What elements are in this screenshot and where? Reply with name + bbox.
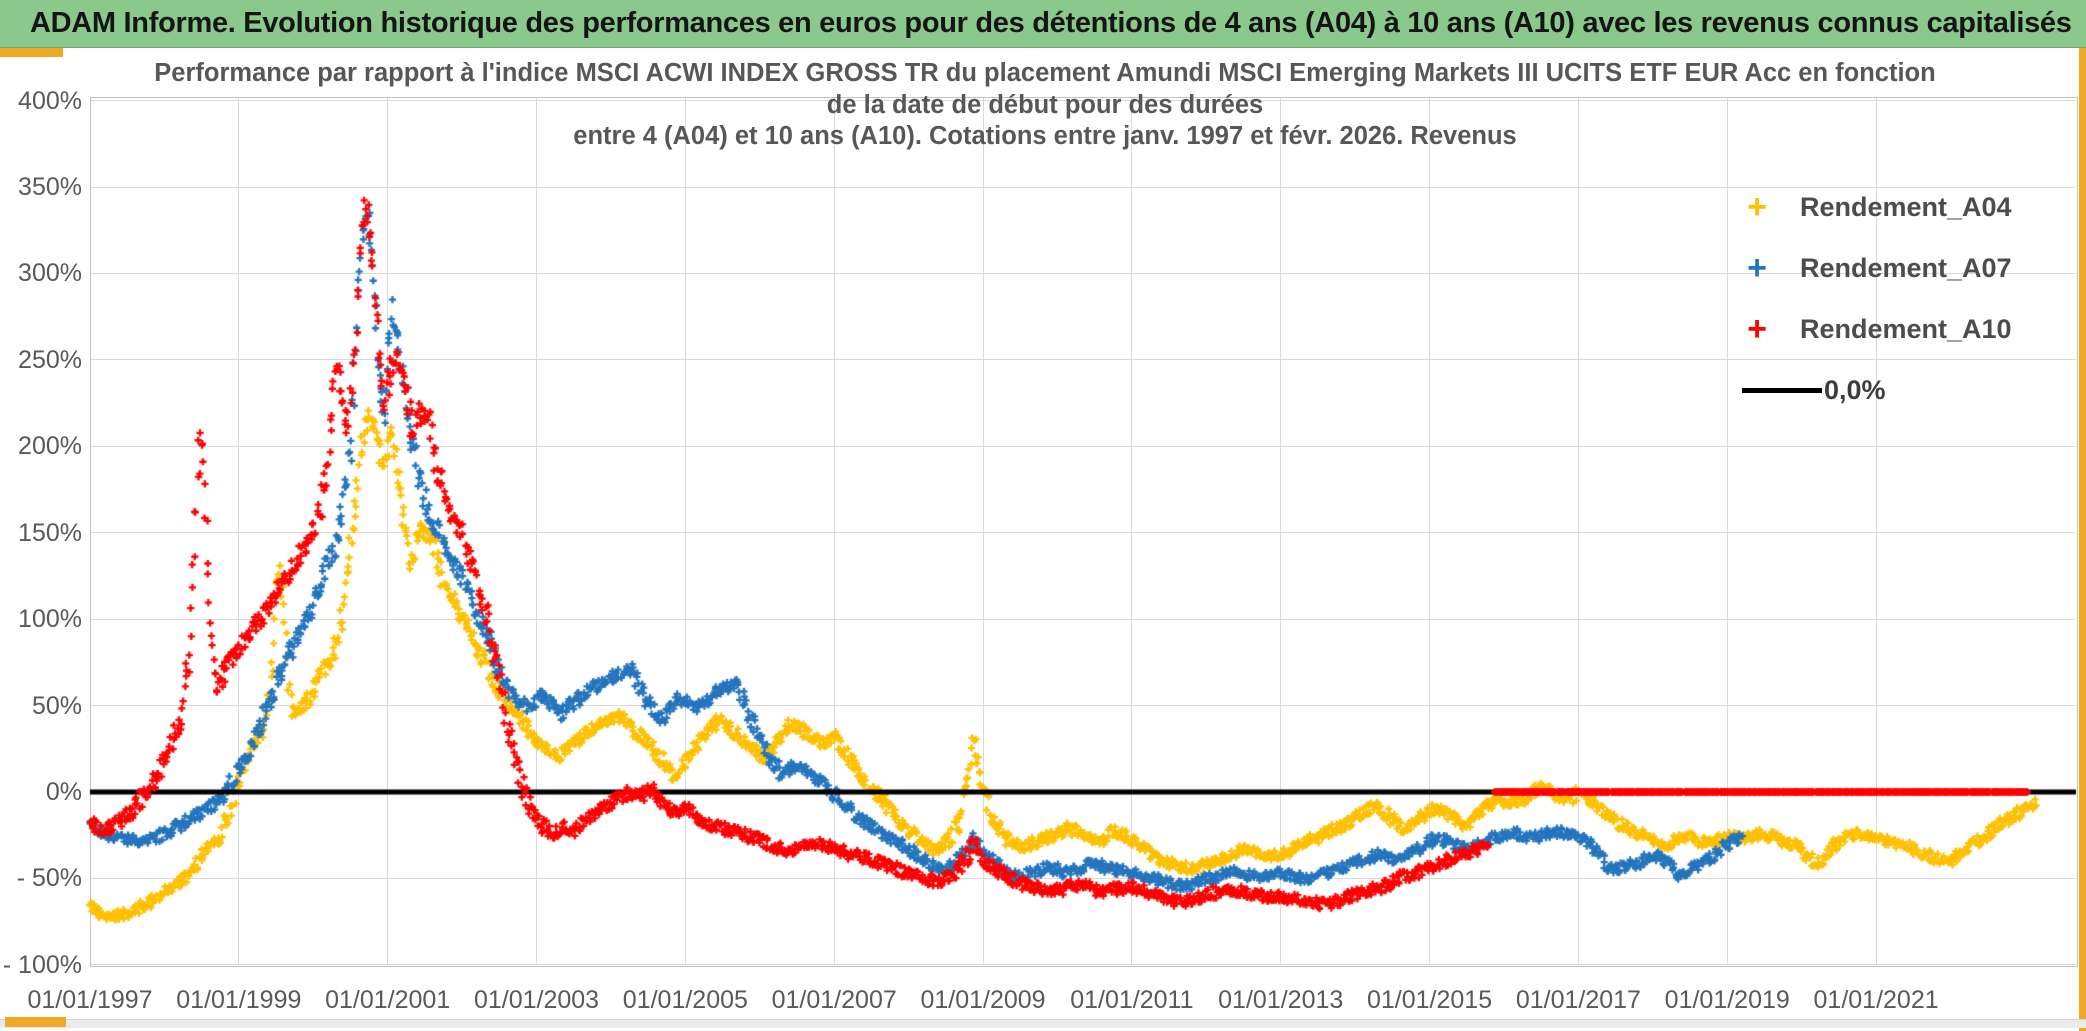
plus-marker-icon-a04: +	[1747, 188, 1767, 226]
legend-label: 0,0%	[1824, 374, 1886, 405]
y-axis-tick-label: 0%	[45, 778, 82, 806]
legend-item-rendement-a07[interactable]: + Rendement_A07	[1742, 251, 2012, 285]
legend-label: Rendement_A10	[1800, 313, 2012, 344]
x-axis-tick-label: 01/01/1997	[27, 986, 153, 1014]
x-axis-tick-label: 01/01/2011	[1070, 986, 1194, 1014]
legend-item-rendement-a04[interactable]: + Rendement_A04	[1742, 190, 2012, 224]
plus-marker-icon-a07: +	[1747, 249, 1767, 287]
legend-label: Rendement_A07	[1800, 252, 2012, 283]
x-axis-tick-label: 01/01/2017	[1515, 986, 1641, 1014]
x-axis-tick-label: 01/01/2015	[1366, 986, 1493, 1014]
x-axis-tick-label: 01/01/2001	[325, 986, 451, 1014]
zero-line-swatch-icon	[1742, 387, 1822, 393]
x-axis-tick-label: 01/01/2013	[1218, 986, 1344, 1014]
y-axis-tick-label: 150%	[18, 518, 82, 547]
y-axis-tick-label: 400%	[18, 86, 82, 115]
legend-item-rendement-a10[interactable]: + Rendement_A10	[1742, 312, 2012, 346]
chart-legend: + Rendement_A04 + Rendement_A07 + Rendem…	[1742, 190, 2012, 407]
legend-item-zero-line[interactable]: 0,0%	[1742, 373, 2012, 407]
x-axis-tick-label: 01/01/2009	[920, 986, 1046, 1014]
plus-marker-icon-a10: +	[1747, 310, 1767, 348]
x-axis-tick-label: 01/01/2003	[473, 986, 600, 1014]
y-axis-tick-label: - 50%	[16, 864, 82, 893]
y-axis-tick-label: - 100%	[2, 950, 82, 979]
y-axis-tick-label: 50%	[31, 691, 82, 720]
x-axis-tick-label: 01/01/2019	[1664, 986, 1790, 1014]
y-axis-tick-label: 350%	[18, 173, 82, 202]
x-axis-tick-label: 01/01/2007	[771, 986, 897, 1014]
y-axis-tick-label: 250%	[18, 345, 82, 374]
y-axis-tick-label: 200%	[18, 432, 82, 461]
legend-label: Rendement_A04	[1800, 191, 2012, 222]
x-axis-tick-label: 01/01/1999	[176, 986, 302, 1014]
y-axis-tick-label: 100%	[18, 605, 82, 634]
y-axis-tick-label: 300%	[18, 259, 82, 288]
x-axis-tick-label: 01/01/2021	[1813, 986, 1939, 1014]
x-axis-tick-label: 01/01/2005	[622, 986, 748, 1014]
